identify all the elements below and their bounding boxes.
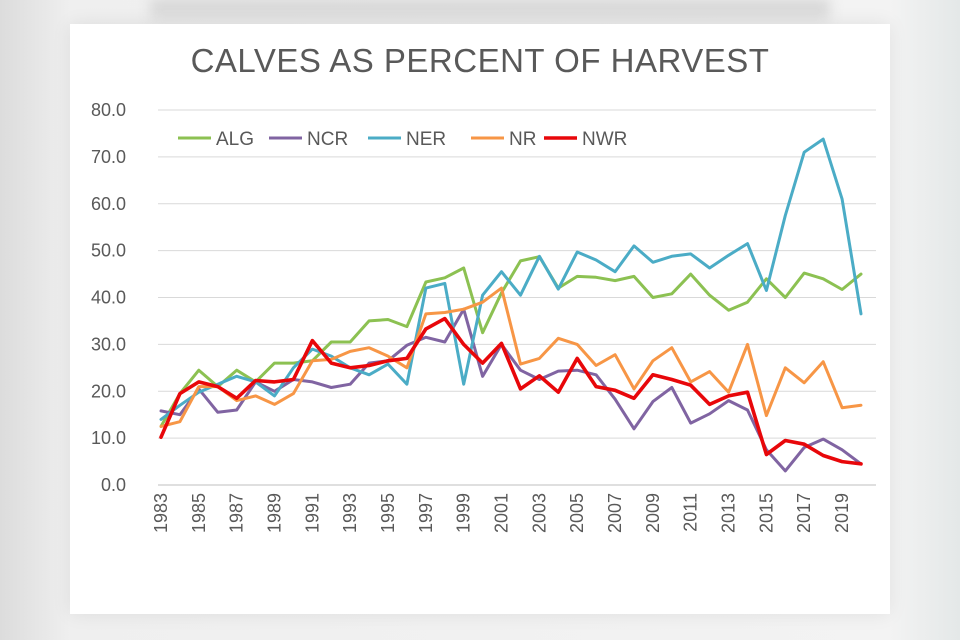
series-lines xyxy=(159,137,863,473)
x-tick-label: 1985 xyxy=(189,493,209,533)
x-tick-label: 2019 xyxy=(832,493,852,533)
y-tick-label: 0.0 xyxy=(101,475,126,495)
series-line-ner xyxy=(159,137,863,421)
legend: ALG NCR NER NR NWR xyxy=(178,129,627,150)
x-tick-label: 2015 xyxy=(756,493,776,533)
y-tick-label: 10.0 xyxy=(91,428,126,448)
x-tick-label: 1987 xyxy=(227,493,247,533)
x-tick-label: 1991 xyxy=(302,493,322,533)
x-tick-label: 2017 xyxy=(794,493,814,533)
legend-label-nwr: NWR xyxy=(582,129,627,150)
x-tick-label: 2011 xyxy=(681,493,701,532)
series-line-nwr xyxy=(159,316,863,466)
x-tick-label: 1997 xyxy=(416,493,436,533)
series-line-nr xyxy=(159,286,863,428)
y-tick-label: 40.0 xyxy=(91,288,126,308)
x-tick-label: 2003 xyxy=(529,493,549,533)
y-axis-ticks: 0.0 10.0 20.0 30.0 40.0 50.0 60.0 70.0 80.0 xyxy=(91,100,126,495)
y-tick-label: 50.0 xyxy=(91,241,126,261)
y-tick-label: 30.0 xyxy=(91,334,126,354)
chart-title: CALVES AS PERCENT OF HARVEST xyxy=(190,42,770,79)
y-tick-label: 70.0 xyxy=(91,147,126,167)
background-blur-strip xyxy=(150,0,830,22)
y-tick-label: 60.0 xyxy=(91,194,126,214)
x-tick-label: 1995 xyxy=(378,493,398,533)
x-tick-label: 1989 xyxy=(265,493,285,533)
x-tick-label: 1999 xyxy=(454,493,474,533)
legend-label-alg: ALG xyxy=(216,129,254,150)
series-line-alg xyxy=(159,255,863,428)
y-tick-label: 20.0 xyxy=(91,381,126,401)
legend-label-ner: NER xyxy=(406,129,446,150)
legend-label-ncr: NCR xyxy=(307,129,348,150)
x-tick-label: 2009 xyxy=(643,493,663,533)
y-tick-label: 80.0 xyxy=(91,100,126,120)
gridlines xyxy=(158,109,876,486)
x-tick-label: 2013 xyxy=(719,493,739,533)
x-tick-label: 1993 xyxy=(340,493,360,533)
legend-label-nr: NR xyxy=(509,129,536,150)
x-tick-label: 2007 xyxy=(605,493,625,533)
x-tick-label: 1983 xyxy=(151,493,171,533)
x-tick-label: 2001 xyxy=(492,493,512,533)
x-tick-label: 2005 xyxy=(567,493,587,533)
x-axis-ticks: 1983 1985 1987 1989 1991 1993 1995 1997 1999 2001… xyxy=(151,493,852,533)
